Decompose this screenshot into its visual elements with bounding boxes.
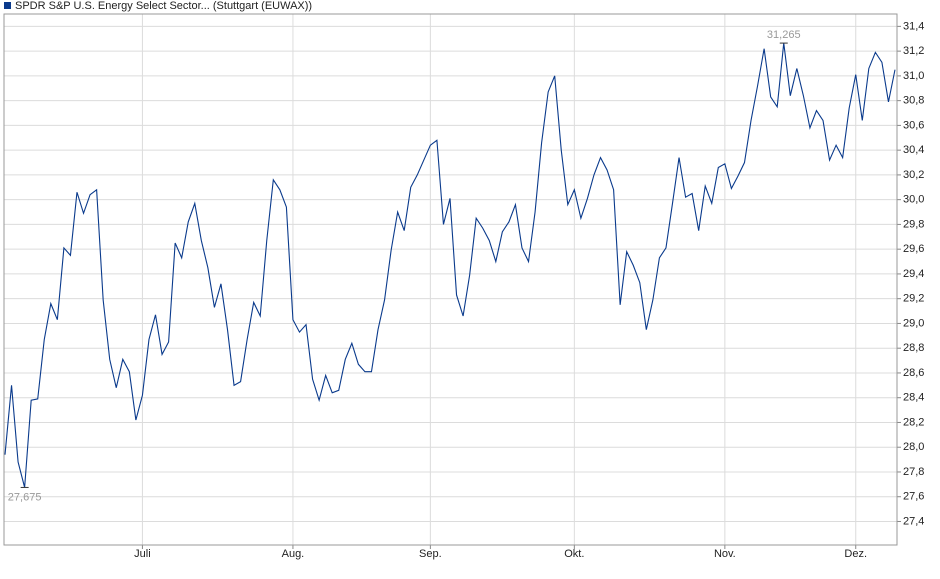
y-tick-label: 28,0 xyxy=(903,441,924,453)
y-tick-label: 29,6 xyxy=(903,243,924,255)
y-tick-label: 29,0 xyxy=(903,317,924,329)
y-tick-label: 30,0 xyxy=(903,194,924,206)
y-tick-label: 27,6 xyxy=(903,491,924,503)
x-tick-label: Juli xyxy=(134,548,151,560)
y-tick-label: 30,4 xyxy=(903,144,924,156)
y-tick-label: 28,2 xyxy=(903,416,924,428)
x-tick-label: Nov. xyxy=(714,548,736,560)
legend-label: SPDR S&P U.S. Energy Select Sector... (S… xyxy=(15,0,312,12)
y-tick-label: 29,8 xyxy=(903,218,924,230)
x-tick-label: Okt. xyxy=(564,548,584,560)
y-tick-label: 27,4 xyxy=(903,515,924,527)
y-tick-label: 30,2 xyxy=(903,169,924,181)
y-tick-label: 31,4 xyxy=(903,20,924,32)
y-tick-label: 29,2 xyxy=(903,293,924,305)
value-label: 31,265 xyxy=(767,29,801,41)
y-tick-label: 31,0 xyxy=(903,70,924,82)
y-tick-label: 27,8 xyxy=(903,466,924,478)
y-tick-label: 29,4 xyxy=(903,268,924,280)
y-tick-label: 30,6 xyxy=(903,119,924,131)
plot-frame xyxy=(3,13,898,546)
price-line xyxy=(4,43,896,488)
x-tick-label: Aug. xyxy=(282,548,305,560)
y-tick-label: 28,4 xyxy=(903,392,924,404)
legend-swatch xyxy=(4,2,11,9)
y-tick-label: 31,2 xyxy=(903,45,924,57)
x-tick-label: Dez. xyxy=(844,548,867,560)
x-tick-label: Sep. xyxy=(419,548,442,560)
value-label: 27,675 xyxy=(8,491,42,503)
y-tick-label: 28,8 xyxy=(903,342,924,354)
y-tick-label: 28,6 xyxy=(903,367,924,379)
y-tick-label: 30,8 xyxy=(903,95,924,107)
